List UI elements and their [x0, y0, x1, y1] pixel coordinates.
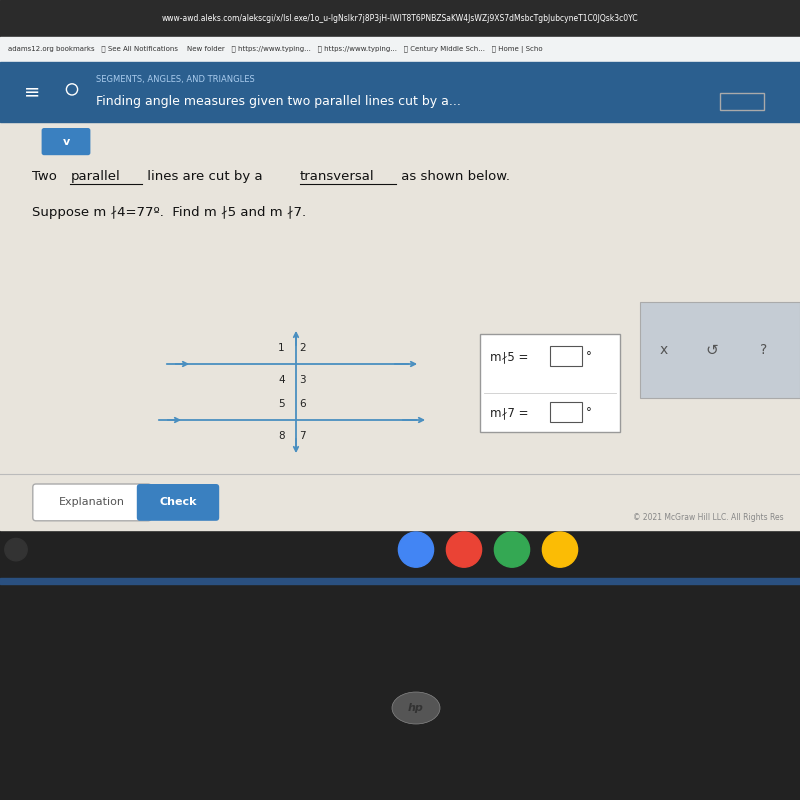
Text: °: °	[586, 406, 591, 418]
Bar	[720, 93, 764, 110]
Bar	[0, 0, 800, 37]
Circle shape	[398, 532, 434, 567]
Bar	[0, 62, 800, 122]
Text: Suppose m ∤4=77º.  Find m ∤5 and m ∤7.: Suppose m ∤4=77º. Find m ∤5 and m ∤7.	[32, 206, 306, 219]
Text: Two: Two	[32, 170, 61, 183]
Circle shape	[446, 532, 482, 567]
Bar	[480, 334, 620, 432]
Bar	[640, 302, 800, 398]
Text: °: °	[586, 350, 591, 362]
Circle shape	[5, 538, 27, 561]
Text: m∤5 =: m∤5 =	[490, 350, 532, 362]
Text: lines are cut by a: lines are cut by a	[143, 170, 267, 183]
Bar	[0, 37, 800, 62]
Text: transversal: transversal	[300, 170, 374, 183]
Text: Check: Check	[159, 498, 197, 507]
Circle shape	[542, 532, 578, 567]
Text: adams12.org bookmarks   Ⓢ See All Notifications    New folder   Ⓢ https://www.ty: adams12.org bookmarks Ⓢ See All Notifica…	[8, 46, 542, 53]
FancyBboxPatch shape	[42, 128, 90, 155]
Text: 7: 7	[299, 431, 306, 442]
Bar	[0, 584, 800, 800]
Text: 8: 8	[278, 431, 285, 442]
Ellipse shape	[392, 692, 440, 724]
Text: as shown below.: as shown below.	[397, 170, 510, 183]
Text: 4: 4	[278, 375, 285, 385]
Circle shape	[494, 532, 530, 567]
Text: Finding angle measures given two parallel lines cut by a...: Finding angle measures given two paralle…	[96, 95, 461, 108]
Text: SEGMENTS, ANGLES, AND TRIANGLES: SEGMENTS, ANGLES, AND TRIANGLES	[96, 74, 254, 84]
Text: ↺: ↺	[706, 343, 718, 358]
Text: m∤7 =: m∤7 =	[490, 406, 532, 418]
Text: 3: 3	[299, 375, 306, 385]
Text: 5: 5	[278, 399, 285, 409]
Text: Explanation: Explanation	[59, 498, 125, 507]
Text: www-awd.aleks.com/alekscgi/x/lsl.exe/1o_u-lgNsIkr7j8P3jH-IWlT8T6PNBZSaKW4JsWZj9X: www-awd.aleks.com/alekscgi/x/lsl.exe/1o_…	[162, 14, 638, 23]
Bar	[0, 578, 800, 584]
FancyBboxPatch shape	[33, 484, 151, 521]
Bar	[0, 0, 800, 530]
FancyBboxPatch shape	[137, 484, 219, 521]
Text: ≡: ≡	[24, 83, 40, 102]
Text: 2: 2	[299, 342, 306, 353]
Text: hp: hp	[408, 703, 424, 713]
Text: 1: 1	[278, 342, 285, 353]
Bar	[550, 402, 582, 422]
Text: ?: ?	[760, 343, 768, 358]
Text: © 2021 McGraw Hill LLC. All Rights Res: © 2021 McGraw Hill LLC. All Rights Res	[634, 513, 784, 522]
Text: parallel: parallel	[70, 170, 120, 183]
Bar	[550, 346, 582, 366]
Text: v: v	[62, 137, 70, 146]
Text: x: x	[660, 343, 668, 358]
Text: 6: 6	[299, 399, 306, 409]
